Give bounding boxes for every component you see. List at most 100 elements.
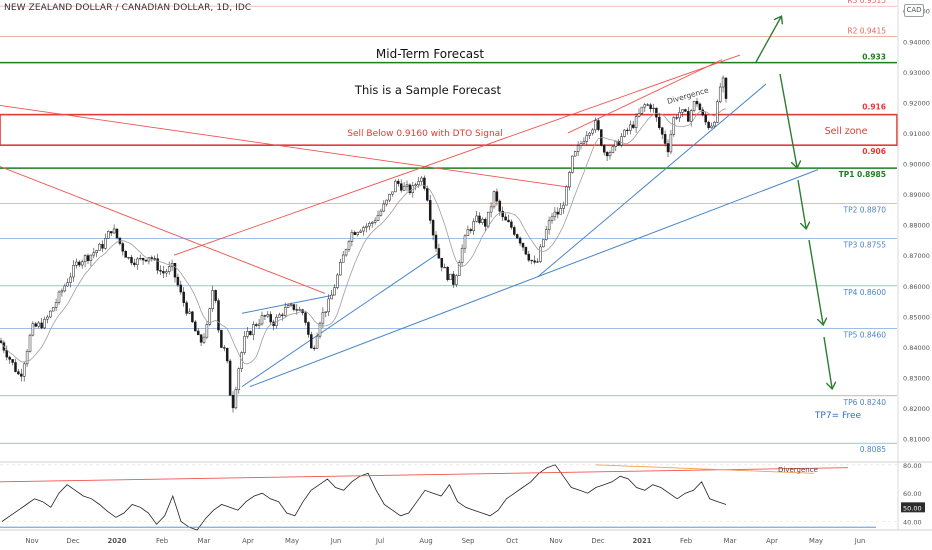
trendline-blue-long [249,169,819,388]
candle-body [31,323,35,336]
currency-badge[interactable]: CAD [904,4,924,17]
candle-body [620,136,623,146]
time-tick-label: 2021 [633,537,652,545]
candle-body [472,221,475,231]
time-tick-label: Mar [198,537,211,545]
time-tick-label: Dec [66,537,79,545]
candle-body [579,143,583,146]
candle-body [8,356,11,360]
candle-body [353,232,357,235]
candle-body [573,151,577,157]
candle-body [130,257,133,264]
candle-body [724,77,728,99]
candle-body [60,290,64,293]
candle-body [513,227,516,235]
candle-body [368,223,371,227]
time-tick-label: May [809,537,823,545]
candle-body [687,111,690,122]
candle-body [672,117,676,135]
forecast-arrow-up [755,17,781,63]
candle-body [588,132,591,136]
sell-zone-box [0,113,898,146]
candle-body [707,121,710,129]
candle-body [237,368,241,390]
candle-body [597,120,600,130]
candle-body [478,215,481,223]
candle-body [391,191,394,195]
candle-body [5,350,9,358]
candle-body [205,324,209,338]
candle-body [539,246,542,262]
candle-body [40,322,43,329]
rsi-tick-label: 60.00 [903,490,922,498]
trendline-red-rising [173,54,741,256]
price-tick-label: 0.93000 [903,69,930,77]
level-label-tp4: TP4 0.8600 [842,288,886,297]
candle-body [713,121,716,127]
candle-body [214,290,217,301]
candle-body [614,140,618,147]
rsi-tick-label: 80.00 [903,462,922,470]
candle-body [695,101,699,105]
rsi-divergence-line [595,464,815,474]
trendline-blue-steep [537,83,767,277]
candle-body [330,294,333,300]
candle-body [594,120,597,131]
candle-body [547,220,551,230]
candle-body [585,135,589,142]
candle-body [28,334,32,352]
price-tick-label: 0.94000 [903,38,930,46]
candle-body [420,177,423,182]
candle-body [576,145,580,152]
candle-body [518,237,522,244]
candle-body [156,258,159,271]
price-tick-label: 0.89000 [903,191,930,199]
level-label-level-0916: 0.916 [862,103,886,112]
candle-body [510,221,513,228]
candle-body [530,259,533,262]
candle-body [492,191,496,208]
candle-body [394,180,397,193]
candle-body [17,371,20,375]
candle-body [455,275,458,285]
candle-body [443,266,446,269]
price-tick-label: 0.90000 [903,161,930,169]
candle-body [312,347,316,350]
candle-body [388,193,391,201]
candle-body [562,204,565,209]
candle-body [182,291,185,303]
candle-body [66,282,69,287]
candle-body [365,225,368,228]
candle-body [278,314,281,318]
candle-body [243,336,246,353]
price-tick-label: 0.84000 [903,344,930,352]
candle-body [266,314,270,317]
level-label-r3: R3 0.9515 [847,0,886,5]
candle-body [634,116,638,128]
candle-body [127,257,130,259]
trendline-red-long [0,105,571,188]
candle-body [428,200,432,221]
forecast-arrow-down-3 [808,239,823,324]
candle-body [649,104,652,109]
candle-body [608,152,612,157]
candle-body [675,117,678,119]
candle-body [228,360,232,396]
candle-body [315,335,319,349]
time-tick-label: Aug [419,537,432,545]
level-layer: R3 0.9515 R2 0.9415 0.933 0.916 0.906 TP1 0.8… [0,0,898,454]
candle-body [469,229,473,231]
candle-body [556,211,560,215]
time-tick-label: 2020 [108,537,127,545]
candle-body [559,208,562,215]
candle-body [86,255,90,262]
candle-body [565,186,568,206]
candle-body [176,276,180,286]
candle-body [11,359,14,363]
candle-body [640,106,644,114]
candle-body [631,124,635,128]
candle-body [452,273,455,285]
candle-body [234,389,238,409]
candle-body [446,266,449,281]
